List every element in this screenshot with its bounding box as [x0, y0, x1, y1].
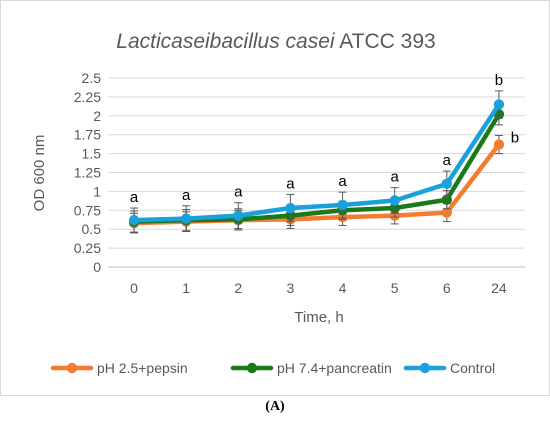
x-tick-label: 6	[443, 280, 451, 296]
panel-label: (A)	[265, 399, 285, 414]
data-point	[128, 214, 140, 226]
y-tick-label: 0.75	[74, 202, 101, 218]
data-point	[233, 210, 244, 221]
x-tick-label: 2	[234, 280, 242, 296]
legend-item-0: pH 2.5+pepsin	[50, 360, 188, 376]
series-group	[128, 90, 505, 234]
significance-letter: a	[234, 184, 243, 201]
data-point	[285, 202, 296, 214]
chart-title: Lacticaseibacillus casei ATCC 393	[116, 30, 435, 53]
data-point	[389, 195, 400, 206]
significance-letter: a	[182, 187, 191, 204]
annotations: a a a a a a a b b	[130, 72, 519, 206]
data-point	[337, 199, 348, 211]
series-2	[128, 90, 505, 233]
gridlines	[108, 77, 525, 268]
y-tick-label: 1.25	[74, 165, 101, 181]
significance-letter: b	[511, 130, 519, 147]
y-tick-label: 1.5	[82, 146, 102, 162]
legend-swatch-marker	[66, 362, 78, 374]
data-point	[493, 139, 505, 150]
x-tick-label: 24	[491, 280, 507, 296]
y-tick-label: 2.5	[82, 70, 102, 86]
data-point	[441, 178, 453, 190]
series-line	[131, 102, 502, 223]
significance-letter: a	[338, 173, 347, 190]
chart-title-italic: Lacticaseibacillus casei	[116, 30, 336, 53]
chart-title-rest: ATCC 393	[335, 30, 436, 53]
significance-letter: a	[443, 152, 452, 169]
y-tick-label: 2	[93, 108, 101, 124]
legend: pH 2.5+pepsin pH 7.4+pancreatin Control	[50, 360, 495, 376]
data-point	[180, 213, 192, 224]
significance-letter: b	[495, 72, 503, 89]
chart-frame: Lacticaseibacillus casei ATCC 393 0 0.25 0…	[0, 0, 550, 396]
x-tick-label: 1	[182, 280, 190, 296]
y-tick-label: 2.25	[74, 89, 101, 105]
y-tick-label: 1	[93, 183, 101, 199]
x-tick-label: 5	[391, 280, 399, 296]
legend-label: pH 2.5+pepsin	[97, 360, 188, 376]
x-axis-label: Time, h	[294, 309, 343, 326]
line-chart: Lacticaseibacillus casei ATCC 393 00.250…	[31, 30, 525, 376]
x-tick-label: 3	[287, 280, 295, 296]
axes: 0 0.25 0.5 0.75 1 1.25 1.5 1.75 2 2.25 2.5 0 1 2 3 4 5 6 2…	[74, 70, 525, 296]
y-tick-label: 0.5	[82, 221, 102, 237]
y-tick-label: 0	[93, 259, 101, 275]
significance-letter: a	[286, 175, 295, 192]
significance-letter: a	[391, 169, 400, 186]
legend-swatch-marker	[246, 362, 258, 374]
x-tick-label: 0	[130, 280, 138, 296]
legend-label: pH 7.4+pancreatin	[277, 360, 392, 376]
data-point	[441, 207, 453, 218]
y-axis-label: OD 600 nm	[31, 135, 48, 212]
legend-item-1: pH 7.4+pancreatin	[230, 360, 392, 376]
legend-item-2: Control	[403, 360, 495, 376]
legend-label: Control	[450, 360, 495, 376]
data-point	[493, 99, 505, 110]
legend-swatch-marker	[419, 362, 431, 374]
y-tick-label: 0.25	[74, 240, 101, 256]
y-tick-label: 1.75	[74, 127, 101, 143]
significance-letter: a	[130, 189, 139, 206]
x-tick-label: 4	[339, 280, 347, 296]
